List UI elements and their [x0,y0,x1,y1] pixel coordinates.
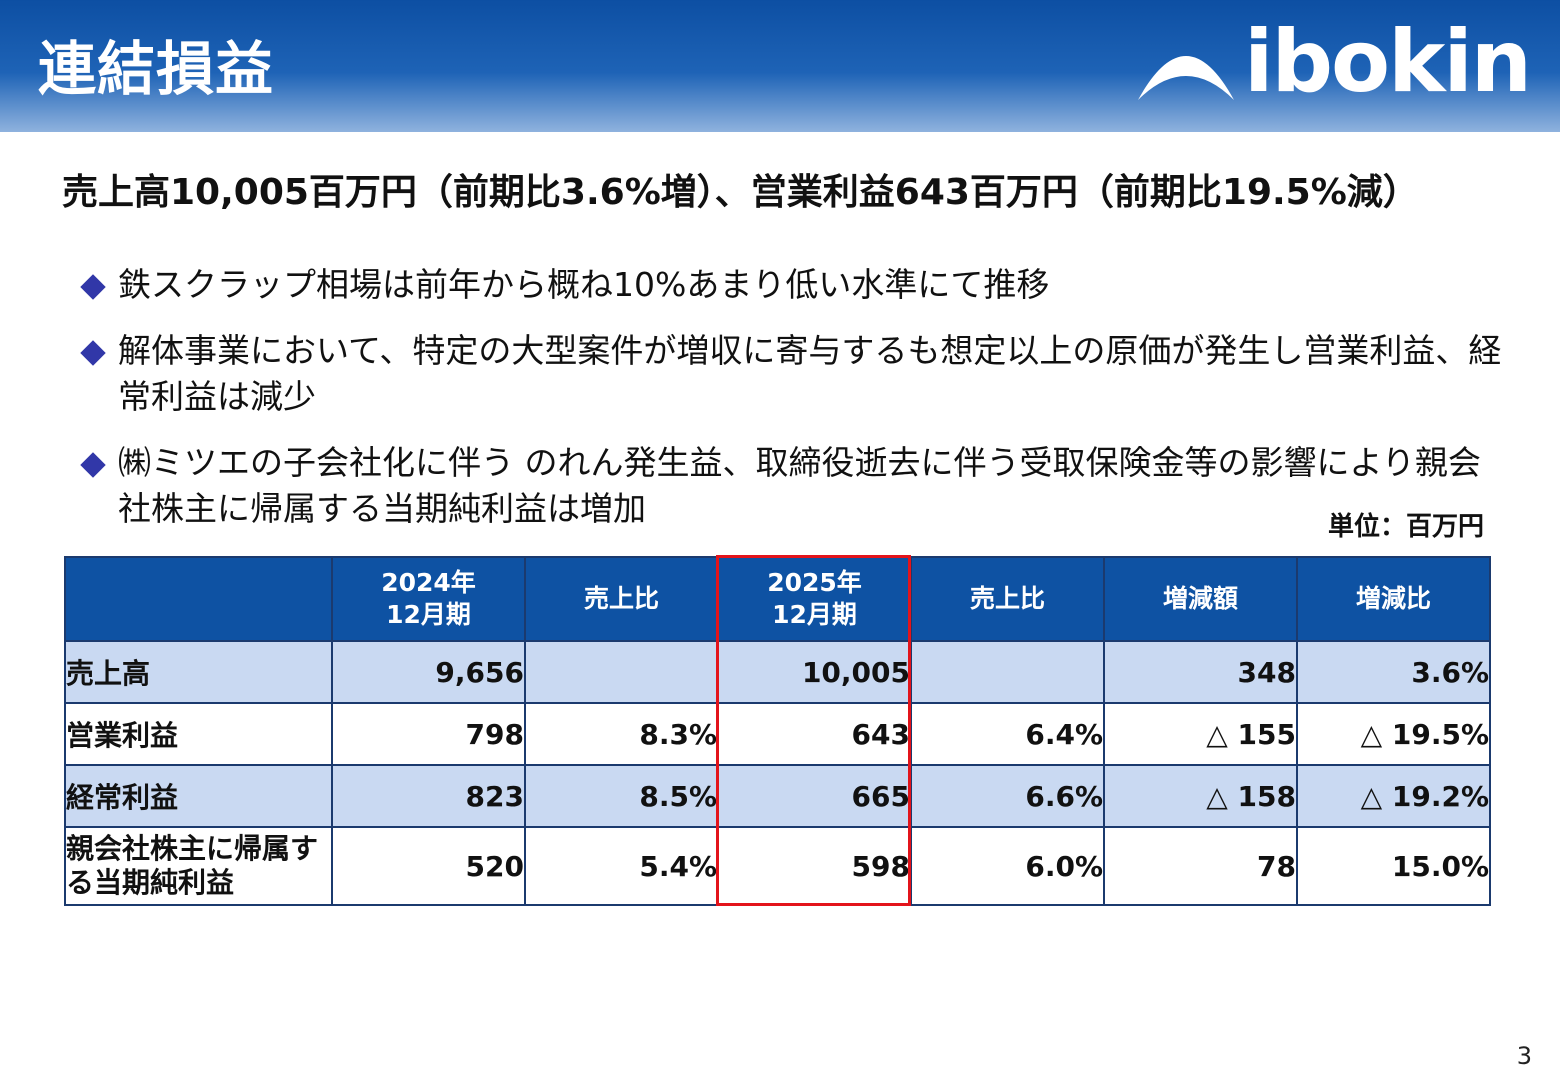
summary-headline: 売上高10,005百万円（前期比3.6%増）、営業利益643百万円（前期比19.… [62,172,1419,213]
table-cell: 15.0% [1296,826,1491,906]
table-cell: 643 [717,702,912,766]
table-cell: △ 155 [1103,702,1298,766]
table-cell: 3.6% [1296,640,1491,704]
table-cell [910,640,1105,704]
table-cell: 598 [717,826,912,906]
table-row: 経常利益 823 8.5% 665 6.6% △ 158 △ 19.2% [64,764,1491,828]
table-cell [524,640,719,704]
header-cell-ratio-2024: 売上比 [524,556,719,642]
bullet-list: 鉄スクラップ相場は前年から概ね10%あまり低い水準にて推移 解体事業において、特… [78,262,1508,552]
table-row: 親会社株主に帰属する当期純利益 520 5.4% 598 6.0% 78 15.… [64,826,1491,906]
header-cell-fy2024: 2024年 12月期 [331,556,526,642]
table-cell: 520 [331,826,526,906]
logo-wordmark: ibokin [1244,12,1532,112]
table-cell: △ 19.5% [1296,702,1491,766]
header-cell-change-ratio: 増減比 [1296,556,1491,642]
diamond-bullet-icon [80,452,106,478]
header-cell-empty [64,556,333,642]
unit-label: 単位：百万円 [1327,512,1484,542]
table-cell: 6.6% [910,764,1105,828]
row-label: 親会社株主に帰属する当期純利益 [64,826,333,906]
table-cell: 665 [717,764,912,828]
row-label: 売上高 [64,640,333,704]
financial-table: 2024年 12月期 売上比 2025年 12月期 売上比 増減額 増減比 売上… [64,556,1491,906]
table-cell: 798 [331,702,526,766]
table-cell: △ 158 [1103,764,1298,828]
header-cell-change-amount: 増減額 [1103,556,1298,642]
logo-arc-icon [1138,56,1234,100]
diamond-bullet-icon [80,274,106,300]
table-cell: 5.4% [524,826,719,906]
table-cell: 6.0% [910,826,1105,906]
bullet-item: 鉄スクラップ相場は前年から概ね10%あまり低い水準にて推移 [78,262,1508,308]
table-cell: 78 [1103,826,1298,906]
page-number: 3 [1516,1042,1532,1070]
table-row: 営業利益 798 8.3% 643 6.4% △ 155 △ 19.5% [64,702,1491,766]
bullet-text: 解体事業において、特定の大型案件が増収に寄与するも想定以上の原価が発生し営業利益… [118,331,1502,416]
company-logo: ibokin [1136,12,1536,112]
table-cell: 8.5% [524,764,719,828]
table-cell: 6.4% [910,702,1105,766]
table-cell: 823 [331,764,526,828]
table-cell: 10,005 [717,640,912,704]
table-cell: 8.3% [524,702,719,766]
page-title: 連結損益 [38,35,275,103]
table-cell: △ 19.2% [1296,764,1491,828]
header-bar: 連結損益 ibokin [0,0,1560,132]
diamond-bullet-icon [80,340,106,366]
bullet-item: ㈱ミツエの子会社化に伴う のれん発生益、取締役逝去に伴う受取保険金等の影響により… [78,440,1508,532]
bullet-item: 解体事業において、特定の大型案件が増収に寄与するも想定以上の原価が発生し営業利益… [78,328,1508,420]
bullet-text: 鉄スクラップ相場は前年から概ね10%あまり低い水準にて推移 [118,265,1050,304]
header-cell-fy2025: 2025年 12月期 [717,556,912,642]
row-label: 経常利益 [64,764,333,828]
row-label: 営業利益 [64,702,333,766]
table-cell: 348 [1103,640,1298,704]
table-header-row: 2024年 12月期 売上比 2025年 12月期 売上比 増減額 増減比 [64,556,1491,642]
table-cell: 9,656 [331,640,526,704]
header-cell-ratio-2025: 売上比 [910,556,1105,642]
table-row: 売上高 9,656 10,005 348 3.6% [64,640,1491,704]
bullet-text: ㈱ミツエの子会社化に伴う のれん発生益、取締役逝去に伴う受取保険金等の影響により… [118,443,1481,528]
